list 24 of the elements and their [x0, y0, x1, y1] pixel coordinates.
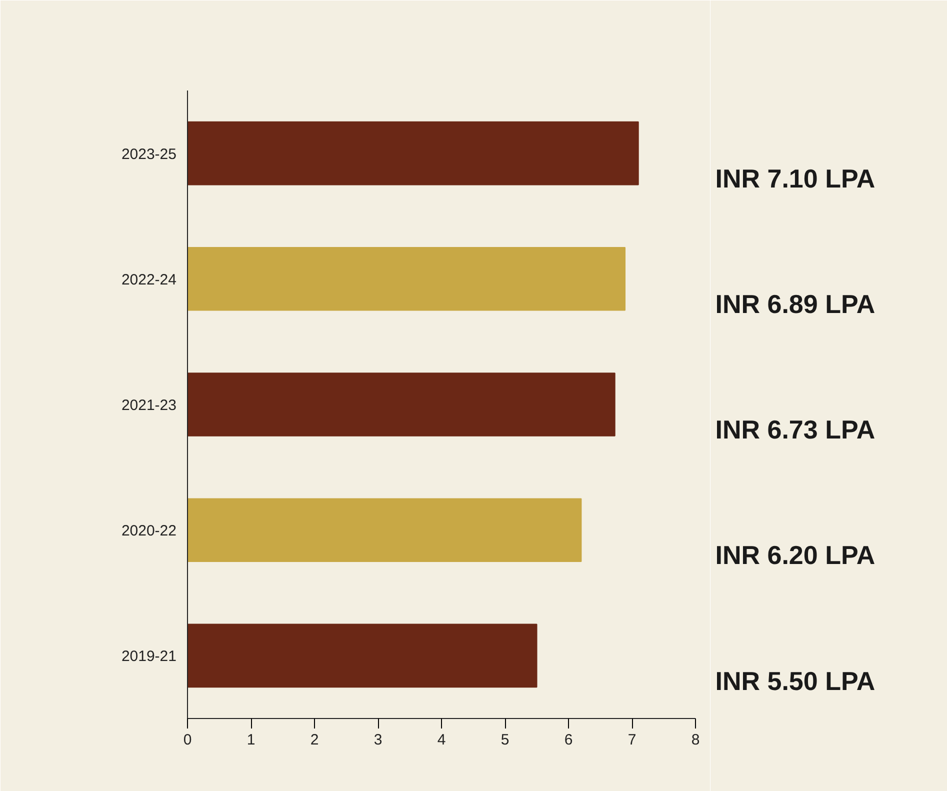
data-label: INR 6.89 LPA	[715, 289, 876, 320]
x-tick-label: 0	[183, 732, 192, 748]
x-tick-label: 3	[374, 732, 382, 748]
bar	[188, 498, 582, 562]
data-label: INR 6.20 LPA	[715, 540, 876, 570]
bar	[188, 121, 639, 186]
bar	[188, 247, 626, 311]
bar	[188, 624, 538, 688]
y-tick-label: 2023-25	[121, 146, 177, 163]
data-label: INR 7.10 LPA	[715, 163, 876, 194]
x-tick-label: 1	[246, 732, 256, 748]
y-tick-label: 2020-22	[121, 522, 177, 540]
y-tick-label: 2019-21	[121, 648, 177, 666]
x-tick-label: 2	[310, 732, 319, 748]
y-tick-label: 2021-23	[121, 397, 177, 414]
bar	[188, 372, 616, 436]
x-tick-label: 6	[564, 732, 573, 748]
x-tick-label: 5	[500, 732, 510, 748]
x-tick-label: 8	[691, 732, 700, 748]
x-tick-label: 7	[628, 732, 636, 748]
data-label: INR 6.73 LPA	[715, 414, 876, 445]
x-tick-label: 4	[437, 732, 446, 748]
data-label: INR 5.50 LPA	[715, 666, 876, 696]
y-tick-label: 2022-24	[121, 271, 177, 288]
